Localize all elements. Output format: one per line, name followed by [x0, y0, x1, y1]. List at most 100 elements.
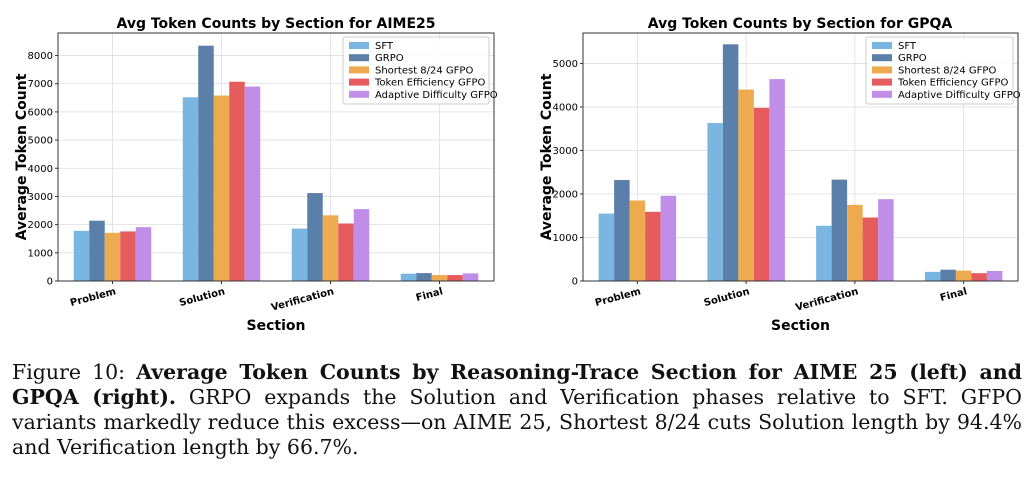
chart0-bar-sft-problem: [73, 230, 90, 281]
chart1-bar-grpo-solution: [722, 44, 739, 281]
chart0-bar-sft-verification: [291, 228, 308, 281]
chart1-bar-adaptive-difficulty-gfpo-verification: [878, 199, 894, 281]
chart1-bar-grpo-verification: [831, 179, 848, 281]
chart1-bar-adaptive-difficulty-gfpo-solution: [769, 79, 785, 282]
chart0-legend-label-4: Adaptive Difficulty GFPO: [375, 90, 498, 101]
chart1-legend-swatch-3: [872, 78, 892, 86]
chart0-title: Avg Token Counts by Section for AIME25: [116, 16, 435, 32]
chart1-legend-label-2: Shortest 8/24 GFPO: [898, 65, 996, 76]
chart1-ytick-label-5: 5000: [553, 59, 578, 70]
chart0-legend-label-2: Shortest 8/24 GFPO: [375, 65, 473, 76]
chart-aime25: 0 1000 2000 3000 4000 5000 6000 7000 8000 Problem…: [14, 16, 498, 334]
chart0-bar-grpo-verification: [307, 193, 323, 281]
chart1-bar-adaptive-difficulty-gfpo-final: [986, 270, 1003, 281]
chart1-bar-sft-verification: [816, 225, 832, 281]
chart0-legend-label-3: Token Efficiency GFPO: [374, 78, 486, 89]
chart0-ytick-label-0: 0: [47, 277, 53, 288]
figure: 0 1000 2000 3000 4000 5000 6000 7000 8000 Problem…: [14, 16, 1021, 334]
chart0-ytick-label-1: 1000: [28, 248, 53, 259]
chart0-bar-shortest-8-24-gfpo-solution: [213, 95, 230, 282]
chart1-bar-grpo-final: [940, 269, 956, 281]
chart0-bar-token-efficiency-gfpo-solution: [229, 81, 245, 281]
chart0-xtick-label-0: Problem: [69, 286, 117, 309]
chart0-x-axis-label: Section: [247, 318, 306, 334]
chart0-ytick-label-3: 3000: [28, 192, 53, 203]
chart0-xtick-label-3: Final: [415, 286, 444, 304]
chart0-bar-token-efficiency-gfpo-final: [447, 275, 463, 281]
chart0-legend-swatch-0: [349, 42, 369, 49]
chart0-bar-shortest-8-24-gfpo-verification: [322, 215, 339, 281]
figure-caption: Figure 10: Average Token Counts by Reaso…: [12, 360, 1022, 460]
chart1-ytick-label-4: 4000: [553, 102, 578, 113]
chart0-y-axis-label: Average Token Count: [14, 73, 30, 240]
chart0-bar-grpo-final: [416, 273, 432, 281]
chart0-plot-frame: [57, 32, 495, 282]
chart1-legend-box: [865, 36, 1014, 105]
chart1-bar-sft-final: [924, 271, 941, 281]
chart-gpqa: 0 1000 2000 3000 4000 5000 Problem Solution Veri…: [539, 16, 1021, 334]
chart1-y-axis-label: Average Token Count: [539, 73, 555, 240]
chart1-bar-shortest-8-24-gfpo-problem: [629, 200, 646, 281]
chart0-bar-sft-solution: [182, 97, 199, 281]
chart0-xtick-label-1: Solution: [178, 286, 226, 309]
chart1-xtick-label-0: Problem: [594, 286, 642, 309]
chart1-bar-shortest-8-24-gfpo-verification: [847, 204, 863, 281]
chart0-legend-box: [342, 36, 490, 105]
chart1-xtick-label-1: Solution: [703, 286, 751, 309]
chart1-legend-swatch-2: [872, 66, 892, 74]
chart0-legend-label-0: SFT: [375, 41, 394, 52]
chart0-ytick-label-5: 5000: [28, 136, 53, 147]
chart1-ytick-label-0: 0: [572, 277, 578, 288]
chart1-bar-sft-problem: [598, 213, 615, 281]
chart0-legend-swatch-2: [349, 66, 369, 74]
chart1-bar-shortest-8-24-gfpo-solution: [738, 89, 754, 281]
chart0-ytick-label-8: 8000: [28, 51, 53, 62]
chart0-legend-swatch-3: [349, 78, 369, 86]
chart1-xtick-label-3: Final: [939, 286, 968, 304]
chart1-ytick-label-3: 3000: [553, 146, 578, 157]
chart0-bar-grpo-problem: [89, 220, 105, 281]
chart0-bar-adaptive-difficulty-gfpo-solution: [244, 86, 261, 281]
chart1-bar-sft-solution: [707, 123, 723, 281]
chart0-bar-sft-final: [400, 273, 417, 281]
caption-bold: Average Token Counts by Reasoning-Trace …: [12, 360, 1022, 409]
chart1-bar-token-efficiency-gfpo-verification: [862, 217, 879, 281]
chart0-ytick-label-2: 2000: [28, 220, 53, 231]
chart1-bar-grpo-problem: [614, 180, 630, 281]
chart0-bar-token-efficiency-gfpo-problem: [120, 231, 136, 281]
chart1-bar-adaptive-difficulty-gfpo-problem: [660, 195, 677, 281]
chart1-x-axis-label: Section: [771, 318, 830, 334]
chart0-bar-adaptive-difficulty-gfpo-final: [462, 273, 479, 281]
chart0-bar-shortest-8-24-gfpo-final: [431, 275, 448, 281]
chart1-plot-frame: [582, 32, 1019, 282]
chart1-ytick-label-2: 2000: [553, 189, 578, 200]
chart1-ytick-label-1: 1000: [553, 233, 578, 244]
chart0-bar-shortest-8-24-gfpo-problem: [104, 232, 121, 281]
chart1-legend-label-4: Adaptive Difficulty GFPO: [898, 90, 1021, 101]
chart1-legend-swatch-0: [872, 42, 892, 49]
chart0-ytick-label-7: 7000: [28, 79, 53, 90]
chart1-legend-label-0: SFT: [898, 41, 917, 52]
caption-label: Figure 10:: [12, 360, 126, 384]
chart0-ytick-label-4: 4000: [28, 164, 53, 175]
chart1-title: Avg Token Counts by Section for GPQA: [648, 16, 953, 32]
chart0-xtick-label-2: Verification: [270, 286, 335, 313]
chart0-ytick-label-6: 6000: [28, 107, 53, 118]
chart0-legend-label-1: GRPO: [375, 53, 404, 64]
chart1-bar-token-efficiency-gfpo-solution: [753, 107, 770, 282]
chart1-bar-token-efficiency-gfpo-problem: [645, 211, 661, 281]
chart0-legend-swatch-4: [349, 90, 369, 98]
chart0-bar-grpo-solution: [198, 45, 214, 281]
chart0-bar-adaptive-difficulty-gfpo-verification: [353, 209, 370, 281]
chart1-bar-token-efficiency-gfpo-final: [971, 273, 987, 281]
chart1-legend-swatch-1: [872, 54, 892, 62]
chart1-legend-swatch-4: [872, 90, 892, 98]
chart1-bar-shortest-8-24-gfpo-final: [955, 270, 972, 281]
chart0-bar-adaptive-difficulty-gfpo-problem: [135, 227, 152, 281]
caption-text: GRPO expands the Solution and Verificati…: [12, 385, 1022, 459]
chart1-legend-label-1: GRPO: [898, 53, 927, 64]
chart0-bar-token-efficiency-gfpo-verification: [338, 223, 354, 281]
chart0-legend-swatch-1: [349, 54, 369, 62]
chart1-legend-label-3: Token Efficiency GFPO: [897, 78, 1009, 89]
chart1-xtick-label-2: Verification: [794, 286, 859, 313]
